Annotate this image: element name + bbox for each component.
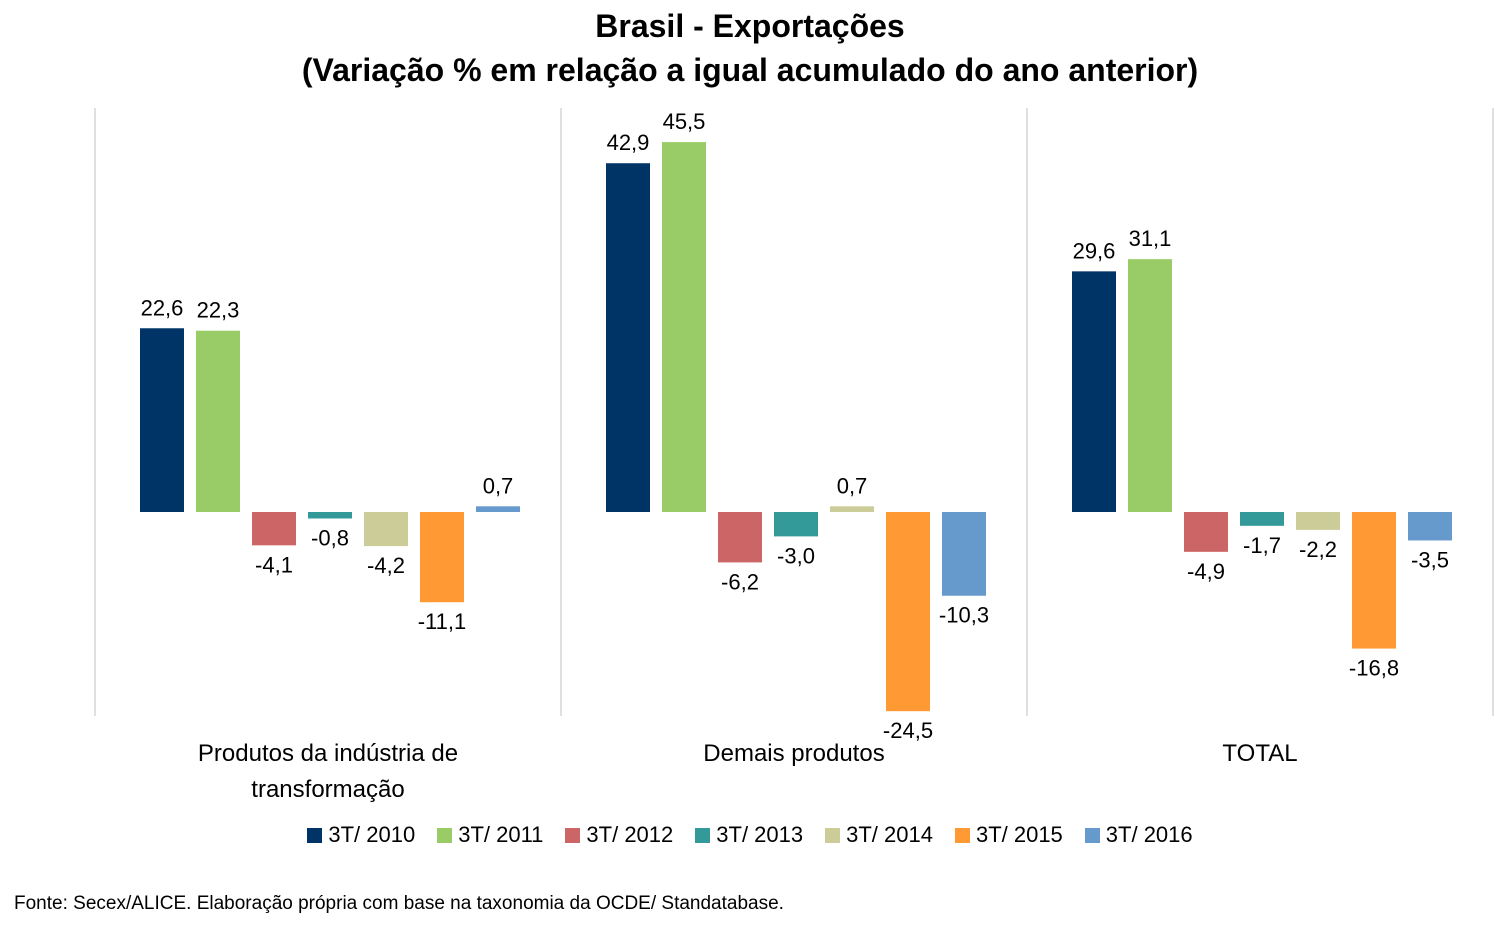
bar (942, 512, 986, 596)
bar (1184, 512, 1228, 552)
bar (1072, 271, 1116, 512)
legend-item: 3T/ 2010 (307, 822, 415, 848)
bar (830, 506, 874, 512)
data-label: 0,7 (483, 473, 514, 498)
data-label: -2,2 (1299, 537, 1337, 562)
legend-item: 3T/ 2016 (1084, 822, 1193, 848)
legend-label: 3T/ 2010 (328, 822, 416, 847)
data-label: 22,3 (197, 298, 240, 323)
legend-label: 3T/ 2014 (846, 822, 933, 847)
category-label: Demais produtos (703, 740, 884, 767)
bar (476, 506, 520, 512)
legend-swatch (1084, 827, 1100, 843)
legend-label: 3T/ 2012 (586, 822, 674, 847)
bar (420, 512, 464, 603)
data-label: 42,9 (607, 130, 650, 155)
chart-subtitle: (Variação % em relação a igual acumulado… (301, 52, 1199, 88)
data-label: 22,6 (141, 295, 184, 320)
data-label: 45,5 (663, 109, 706, 134)
legend-swatch (565, 827, 581, 843)
legend-swatch (307, 827, 323, 843)
bar (774, 512, 818, 537)
category-label: TOTAL (1222, 740, 1297, 767)
data-label: 31,1 (1129, 226, 1172, 251)
legend-swatch (437, 827, 453, 843)
data-label: -10,3 (939, 603, 989, 628)
bar (1408, 512, 1452, 541)
legend-item: 3T/ 2011 (437, 822, 543, 848)
bar (606, 163, 650, 512)
legend-item: 3T/ 2014 (825, 822, 933, 848)
bar (140, 328, 184, 512)
legend-item: 3T/ 2013 (695, 822, 803, 848)
bar (1240, 512, 1284, 526)
source-note: Fonte: Secex/ALICE. Elaboração própria c… (14, 893, 784, 914)
bar (308, 512, 352, 519)
data-label: -3,5 (1411, 547, 1449, 572)
legend-swatch (954, 827, 970, 843)
data-label: -3,0 (777, 543, 815, 568)
data-label: -4,1 (255, 552, 293, 577)
data-label: -24,5 (883, 718, 933, 743)
data-label: -0,8 (311, 526, 349, 551)
data-label: 29,6 (1073, 238, 1116, 263)
bar (1352, 512, 1396, 649)
category-label: transformação (251, 776, 404, 803)
bar (196, 330, 240, 512)
data-label: -4,2 (367, 553, 405, 578)
legend-item: 3T/ 2015 (954, 822, 1063, 848)
data-label: -11,1 (418, 609, 467, 634)
legend: 3T/ 2010 3T/ 2011 3T/ 2012 3T/ 2013 3T/ 2014… (0, 822, 1500, 848)
legend-swatch (825, 827, 841, 843)
bar (1128, 259, 1172, 512)
legend-swatch (695, 827, 711, 843)
category-label: Produtos da indústria de (198, 740, 458, 767)
legend-label: 3T/ 2015 (975, 822, 1063, 847)
bar (252, 512, 296, 546)
legend-label: 3T/ 2013 (716, 822, 804, 847)
legend-label: 3T/ 2016 (1105, 822, 1193, 847)
bar (662, 142, 706, 512)
bar (1296, 512, 1340, 530)
bar (886, 512, 930, 712)
data-label: -4,9 (1187, 559, 1225, 584)
data-label: -16,8 (1349, 656, 1399, 681)
bar (718, 512, 762, 563)
data-label: -6,2 (721, 569, 759, 594)
chart-title: Brasil - Exportações (595, 8, 905, 44)
data-label: -1,7 (1243, 533, 1281, 558)
legend-item: 3T/ 2012 (565, 822, 673, 848)
bar (364, 512, 408, 547)
legend-label: 3T/ 2011 (458, 822, 544, 847)
data-label: 0,7 (837, 473, 868, 498)
